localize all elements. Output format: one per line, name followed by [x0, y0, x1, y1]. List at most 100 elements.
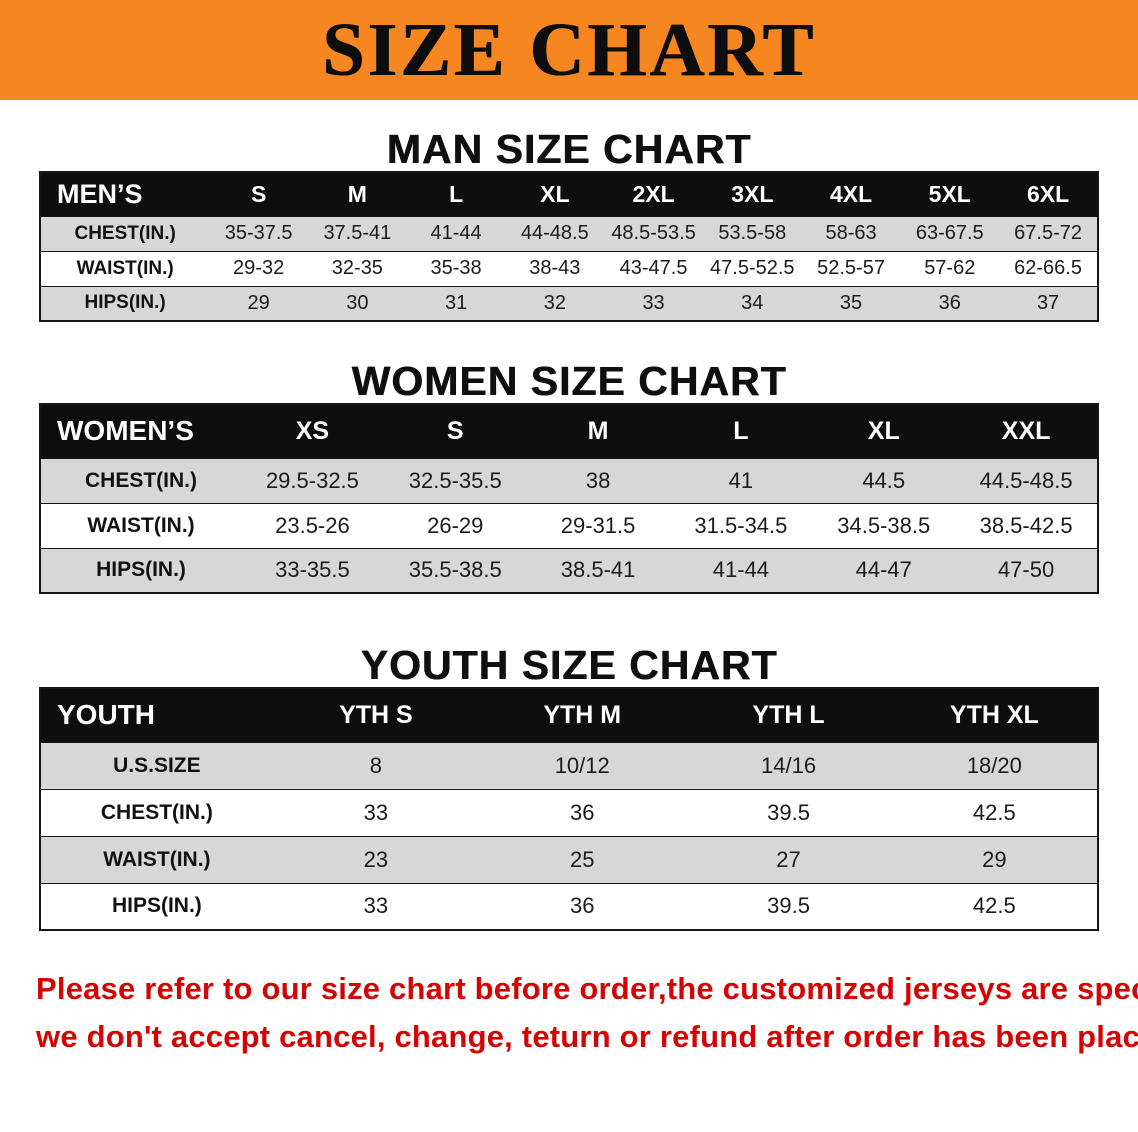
- youth-corner-label: YOUTH: [40, 688, 273, 743]
- size-value: 35-37.5: [224, 222, 293, 245]
- col-header: XXL: [955, 404, 1098, 459]
- size-value: 32-35: [331, 257, 383, 280]
- size-value: 25: [569, 846, 595, 872]
- table-row: WAIST(IN.) 29-32 32-35 35-38 38-43 43-47…: [40, 251, 1098, 287]
- col-header: L: [406, 172, 506, 217]
- size-value: 36: [569, 799, 595, 825]
- row-label: HIPS(IN.): [96, 558, 186, 582]
- table-row: HIPS(IN.) 33-35.5 35.5-38.5 38.5-41 41-4…: [40, 548, 1098, 594]
- row-label: WAIST(IN.): [76, 257, 174, 279]
- size-value: 47.5-52.5: [710, 257, 795, 280]
- row-label: HIPS(IN.): [84, 292, 166, 314]
- size-value: 42.5: [972, 799, 1016, 825]
- table-row: WAIST(IN.) 23 25 27 29: [40, 836, 1098, 884]
- size-value: 18/20: [966, 752, 1022, 778]
- col-header: 6XL: [999, 172, 1098, 217]
- col-header: YTH XL: [891, 688, 1098, 743]
- col-header: XS: [241, 404, 384, 459]
- col-header: S: [383, 404, 527, 459]
- disclaimer-line-2: we don't accept cancel, change, teturn o…: [36, 1019, 1138, 1055]
- size-value: 41-44: [430, 222, 482, 245]
- size-value: 63-67.5: [915, 222, 984, 245]
- size-value: 53.5-58: [718, 222, 787, 245]
- size-value: 31.5-34.5: [694, 512, 788, 538]
- size-value: 34: [741, 291, 764, 314]
- size-value: 23.5-26: [275, 512, 350, 538]
- size-value: 37: [1036, 291, 1060, 314]
- col-header: 5XL: [900, 172, 1000, 217]
- col-header: YTH M: [479, 688, 686, 743]
- size-value: 29-32: [233, 257, 285, 280]
- size-value: 29: [247, 291, 270, 314]
- col-header: L: [669, 404, 813, 459]
- size-value: 29.5-32.5: [265, 467, 359, 493]
- size-value: 33: [363, 893, 389, 919]
- col-header: 4XL: [801, 172, 901, 217]
- size-chart-banner: SIZE CHART: [0, 0, 1138, 100]
- size-value: 38: [585, 467, 611, 493]
- disclaimer-line-1: Please refer to our size chart before or…: [36, 971, 1138, 1007]
- women-size-table: WOMEN’S XS S M L XL XXL CHEST(IN.) 29.5-…: [39, 403, 1099, 595]
- row-label: HIPS(IN.): [111, 894, 202, 918]
- size-value: 44-47: [855, 557, 912, 583]
- row-label: CHEST(IN.): [74, 222, 176, 244]
- size-value: 29: [982, 846, 1007, 872]
- women-header-row: WOMEN’S XS S M L XL XXL: [40, 404, 1098, 459]
- size-value: 44.5-48.5: [979, 467, 1073, 493]
- size-value: 31: [444, 291, 468, 314]
- size-value: 52.5-57: [817, 257, 885, 280]
- table-row: CHEST(IN.) 35-37.5 37.5-41 41-44 44-48.5…: [40, 216, 1098, 252]
- col-header: 2XL: [604, 172, 703, 217]
- size-value: 32: [543, 291, 566, 314]
- size-value: 38.5-41: [560, 557, 636, 583]
- size-value: 67.5-72: [1014, 222, 1082, 245]
- size-value: 30: [346, 291, 369, 314]
- size-value: 26-29: [427, 512, 484, 538]
- size-value: 58-63: [825, 222, 877, 245]
- size-value: 10/12: [554, 752, 610, 778]
- size-value: 48.5-53.5: [611, 222, 696, 245]
- size-value: 23: [363, 846, 389, 872]
- women-corner-label: WOMEN’S: [40, 404, 242, 459]
- col-header: XL: [505, 172, 605, 217]
- table-row: HIPS(IN.) 33 36 39.5 42.5: [40, 883, 1098, 931]
- col-header: M: [308, 172, 407, 217]
- row-label: WAIST(IN.): [87, 513, 195, 537]
- col-header: S: [209, 172, 308, 217]
- size-value: 37.5-41: [323, 222, 392, 245]
- size-value: 27: [776, 846, 801, 872]
- size-value: 38.5-42.5: [979, 512, 1073, 538]
- table-row: U.S.SIZE 8 10/12 14/16 18/20: [40, 742, 1098, 790]
- col-header: YTH S: [272, 688, 480, 743]
- size-value: 33-35.5: [275, 557, 350, 583]
- size-value: 38-43: [529, 257, 581, 280]
- size-value: 39.5: [767, 799, 810, 825]
- table-row: CHEST(IN.) 29.5-32.5 32.5-35.5 38 41 44.…: [40, 458, 1098, 504]
- size-value: 33: [642, 291, 665, 314]
- size-value: 29-31.5: [560, 512, 636, 538]
- col-header: YTH L: [685, 688, 892, 743]
- men-section-heading: MAN SIZE CHART: [386, 126, 752, 172]
- size-value: 34.5-38.5: [837, 512, 931, 538]
- size-value: 39.5: [767, 893, 810, 919]
- size-value: 44-48.5: [520, 222, 589, 245]
- size-value: 35.5-38.5: [408, 557, 502, 583]
- youth-section-heading: YOUTH SIZE CHART: [360, 642, 778, 689]
- size-value: 42.5: [972, 893, 1016, 919]
- col-header: M: [526, 404, 670, 459]
- size-value: 41-44: [712, 557, 770, 583]
- disclaimer: Please refer to our size chart before or…: [0, 965, 1138, 1061]
- size-value: 8: [369, 752, 383, 778]
- youth-size-table: YOUTH YTH S YTH M YTH L YTH XL U.S.SIZE …: [39, 687, 1099, 932]
- size-value: 35: [839, 291, 863, 314]
- size-value: 41: [728, 467, 754, 493]
- size-value: 44.5: [862, 467, 906, 493]
- size-value: 36: [938, 291, 961, 314]
- size-value: 33: [363, 799, 389, 825]
- col-header: 3XL: [702, 172, 802, 217]
- row-label: WAIST(IN.): [103, 847, 211, 871]
- table-row: WAIST(IN.) 23.5-26 26-29 29-31.5 31.5-34…: [40, 503, 1098, 549]
- size-value: 47-50: [997, 557, 1055, 583]
- col-header: XL: [812, 404, 956, 459]
